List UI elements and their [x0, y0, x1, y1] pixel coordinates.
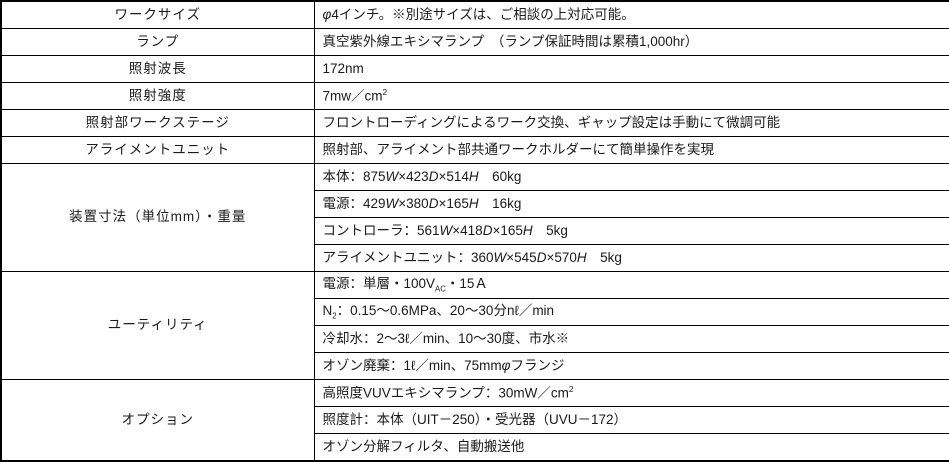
spec-value-alignment-unit: 照射部、アライメント部共通ワークホルダーにて簡単操作を実現	[313, 136, 949, 164]
spec-value-dimensions-alignment-unit: アライメントユニット：360W×545D×570H 5kg	[313, 244, 949, 272]
table-row: 装置寸法（単位mm）・重量 本体：875W×423D×514H 60kg	[0, 163, 949, 272]
spec-value-dimensions-power-supply: 電源：429W×380D×165H 16kg	[313, 190, 949, 218]
table-row: 照射波長 172nm	[0, 55, 949, 83]
table-row: アライメントユニット 照射部、アライメント部共通ワークホルダーにて簡単操作を実現	[0, 136, 949, 164]
table-row: 照射強度 7mw／cm2	[0, 82, 949, 110]
spec-value-utility-power: 電源：単層・100VAC・15Ａ	[313, 271, 949, 299]
spec-value-intensity: 7mw／cm2	[313, 82, 949, 110]
spec-label-options: オプション	[0, 379, 315, 462]
table-row: N2：0.15～0.6MPa、20～30分nℓ／min	[1, 298, 949, 326]
spec-value-dimensions-controller: コントローラ：561W×418D×165H 5kg	[313, 217, 949, 245]
spec-value-option-ozone-filter: オゾン分解フィルタ、自動搬送他	[313, 433, 949, 462]
table-row: オゾン廃棄：1ℓ／min、75mmφフランジ	[1, 352, 949, 380]
spec-label-work-size: ワークサイズ	[0, 0, 315, 29]
spec-value-work-size: φ4インチ。※別途サイズは、ご相談の上対応可能。	[313, 0, 949, 29]
spec-value-dimensions-main-unit: 本体：875W×423D×514H 60kg	[313, 163, 949, 191]
table-row: ランプ 真空紫外線エキシマランプ （ランプ保証時間は累積1,000hr）	[0, 28, 949, 56]
table-row: 照射部ワークステージ フロントローディングによるワーク交換、ギャップ設定は手動に…	[0, 109, 949, 137]
table-row: アライメントユニット：360W×545D×570H 5kg	[1, 244, 949, 272]
spec-value-utility-ozone-exhaust: オゾン廃棄：1ℓ／min、75mmφフランジ	[313, 352, 949, 380]
spec-label-wavelength: 照射波長	[0, 55, 315, 83]
spec-label-dimensions-weight: 装置寸法（単位mm）・重量	[0, 163, 315, 272]
spec-value-utility-nitrogen: N2：0.15～0.6MPa、20～30分nℓ／min	[313, 298, 949, 326]
spec-label-utility: ユーティリティ	[0, 271, 315, 380]
table-row: オゾン分解フィルタ、自動搬送他	[1, 433, 949, 462]
table-row: 照度計：本体（UIT－250）・受光器（UVU－172）	[1, 406, 949, 434]
table-row: ワークサイズ φ4インチ。※別途サイズは、ご相談の上対応可能。	[0, 0, 949, 29]
spec-label-work-stage: 照射部ワークステージ	[0, 109, 315, 137]
spec-value-work-stage: フロントローディングによるワーク交換、ギャップ設定は手動にて微調可能	[313, 109, 949, 137]
spec-label-lamp: ランプ	[0, 28, 315, 56]
spec-value-utility-cooling-water: 冷却水：2～3ℓ／min、10～30度、市水※	[313, 325, 949, 353]
spec-value-lamp: 真空紫外線エキシマランプ （ランプ保証時間は累積1,000hr）	[313, 28, 949, 56]
spec-label-intensity: 照射強度	[0, 82, 315, 110]
table-row: 電源：429W×380D×165H 16kg	[1, 190, 949, 218]
spec-value-option-illuminance-meter: 照度計：本体（UIT－250）・受光器（UVU－172）	[313, 406, 949, 434]
table-row: オプション 高照度VUVエキシマランプ：30mW／cm2	[0, 379, 949, 462]
spec-label-alignment-unit: アライメントユニット	[0, 136, 315, 164]
spec-value-wavelength: 172nm	[313, 55, 949, 83]
spec-value-option-vuv-lamp: 高照度VUVエキシマランプ：30mW／cm2	[313, 379, 949, 407]
table-row: ユーティリティ 電源：単層・100VAC・15Ａ	[0, 271, 949, 380]
